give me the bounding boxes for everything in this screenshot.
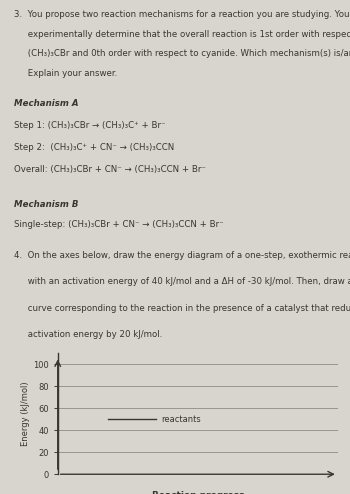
Text: 4.  On the axes below, draw the energy diagram of a one-step, exothermic reactio: 4. On the axes below, draw the energy di… <box>14 251 350 260</box>
Text: Overall: (CH₃)₃CBr + CN⁻ → (CH₃)₃CCN + Br⁻: Overall: (CH₃)₃CBr + CN⁻ → (CH₃)₃CCN + B… <box>14 165 206 174</box>
Text: activation energy by 20 kJ/mol.: activation energy by 20 kJ/mol. <box>14 329 162 338</box>
Text: (CH₃)₃CBr and 0th order with respect to cyanide. Which mechanism(s) is/are valid: (CH₃)₃CBr and 0th order with respect to … <box>14 49 350 58</box>
Text: experimentally determine that the overall reaction is 1st order with respect to: experimentally determine that the overal… <box>14 30 350 39</box>
Text: Mechanism B: Mechanism B <box>14 200 78 209</box>
Text: Explain your answer.: Explain your answer. <box>14 69 117 78</box>
Text: 3.  You propose two reaction mechanisms for a reaction you are studying. You: 3. You propose two reaction mechanisms f… <box>14 10 350 19</box>
Text: with an activation energy of 40 kJ/mol and a ΔH of -30 kJ/mol. Then, draw anothe: with an activation energy of 40 kJ/mol a… <box>14 278 350 287</box>
Text: Step 2:  (CH₃)₃C⁺ + CN⁻ → (CH₃)₃CCN: Step 2: (CH₃)₃C⁺ + CN⁻ → (CH₃)₃CCN <box>14 143 174 152</box>
Y-axis label: Energy (kJ/mol): Energy (kJ/mol) <box>21 381 30 446</box>
Text: Step 1: (CH₃)₃CBr → (CH₃)₃C⁺ + Br⁻: Step 1: (CH₃)₃CBr → (CH₃)₃C⁺ + Br⁻ <box>14 121 166 130</box>
Text: reactants: reactants <box>161 415 201 424</box>
Text: Reaction progress: Reaction progress <box>152 491 244 494</box>
Text: curve corresponding to the reaction in the presence of a catalyst that reduces t: curve corresponding to the reaction in t… <box>14 303 350 313</box>
Text: Single-step: (CH₃)₃CBr + CN⁻ → (CH₃)₃CCN + Br⁻: Single-step: (CH₃)₃CBr + CN⁻ → (CH₃)₃CCN… <box>14 220 224 229</box>
Text: Mechanism A: Mechanism A <box>14 99 78 108</box>
